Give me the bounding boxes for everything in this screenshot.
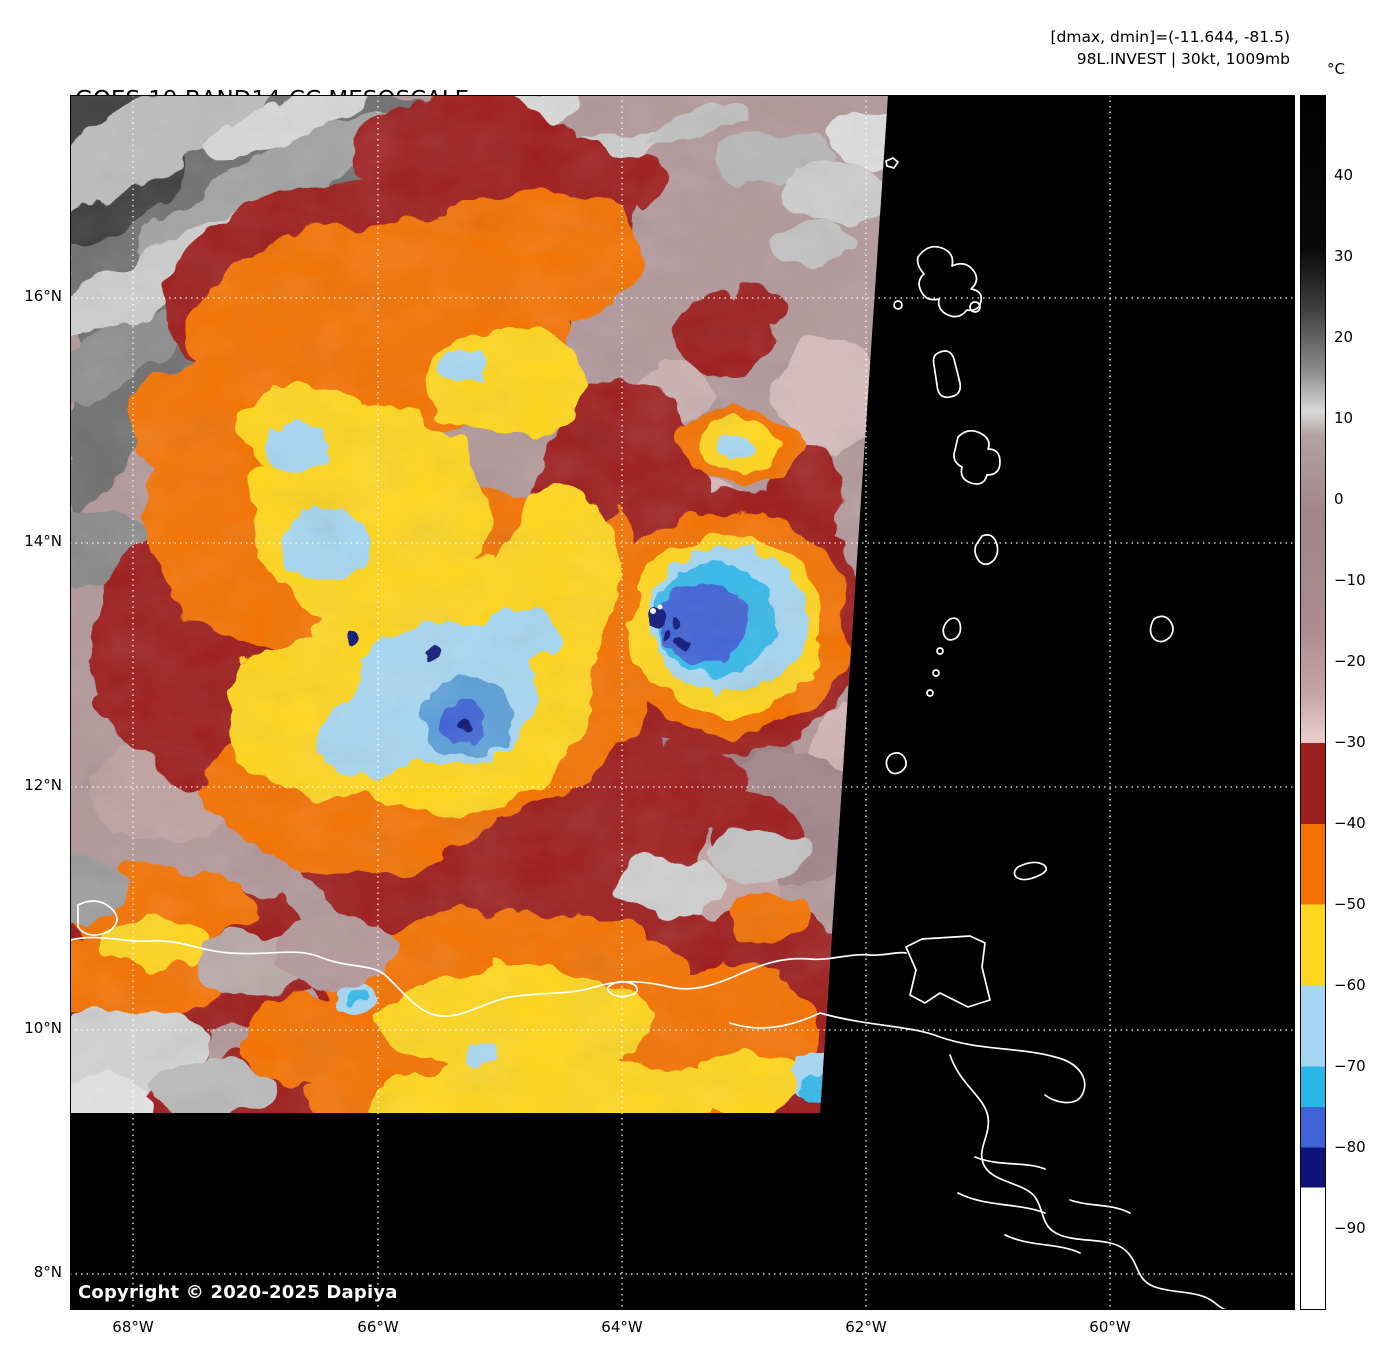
coastline-venezuela	[70, 936, 907, 1017]
lat-tick-label: 16°N	[24, 287, 62, 305]
colorbar-tick-label: 30	[1334, 247, 1354, 265]
header-info: [dmax, dmin]=(-11.644, -81.5) 98L.INVEST…	[1051, 26, 1291, 70]
map-frame	[70, 95, 1295, 1310]
colorbar-tick-label: −60	[1334, 976, 1366, 994]
copyright-watermark: Copyright © 2020-2025 Dapiya	[78, 1282, 398, 1303]
coastline-delta	[729, 1012, 1086, 1104]
map-area	[70, 95, 1295, 1310]
colorbar-tick-label: −50	[1334, 895, 1366, 913]
lon-tick-label: 66°W	[357, 1318, 399, 1336]
graticule-gridlines	[70, 95, 1295, 1310]
satellite-map	[70, 95, 1295, 1310]
colorbar-tick-label: −80	[1334, 1138, 1366, 1156]
storm-status: 98L.INVEST | 30kt, 1009mb	[1076, 50, 1290, 68]
colorbar	[1300, 95, 1326, 1310]
lat-tick-label: 8°N	[33, 1263, 62, 1281]
colorbar-unit-label: °C	[1327, 60, 1345, 78]
colorbar-tick-label: −70	[1334, 1057, 1366, 1075]
lat-tick-label: 14°N	[24, 532, 62, 550]
colorbar-tick-label: −20	[1334, 652, 1366, 670]
lon-tick-label: 68°W	[112, 1318, 154, 1336]
colorbar-tick-label: 40	[1334, 166, 1354, 184]
colorbar-tick-label: −30	[1334, 733, 1366, 751]
lat-tick-label: 12°N	[24, 776, 62, 794]
colorbar-tick-label: 0	[1334, 490, 1344, 508]
lon-tick-label: 60°W	[1089, 1318, 1131, 1336]
dmax-dmin-readout: [dmax, dmin]=(-11.644, -81.5)	[1050, 28, 1291, 46]
colorbar-tick-label: 10	[1334, 409, 1354, 427]
lon-tick-label: 62°W	[845, 1318, 887, 1336]
coastline-trinidad	[905, 935, 991, 1008]
coastlines	[70, 157, 1239, 1310]
lat-tick-label: 10°N	[24, 1019, 62, 1037]
colorbar-tick-label: −40	[1334, 814, 1366, 832]
lon-tick-label: 64°W	[601, 1318, 643, 1336]
colorbar-tick-label: 20	[1334, 328, 1354, 346]
coastline-lesser-antilles	[885, 157, 1174, 881]
colorbar-tick-label: −90	[1334, 1219, 1366, 1237]
colorbar-tick-label: −10	[1334, 571, 1366, 589]
satellite-data-swath	[70, 95, 888, 1113]
